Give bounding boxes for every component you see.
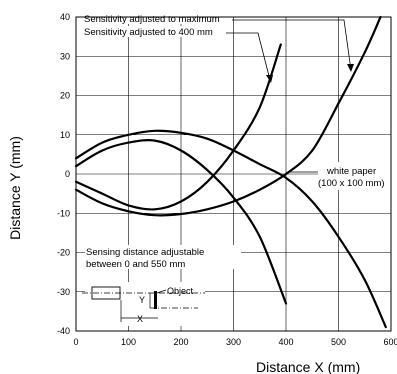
label-sensitivity-400: Sensitivity adjusted to 400 mm	[84, 27, 213, 38]
x-tick-label-0: 0	[73, 337, 78, 347]
x-tick-label-4: 400	[278, 337, 293, 347]
label-400-bg	[83, 26, 223, 37]
label-max-bg	[83, 13, 230, 24]
x-tick-label-2: 200	[173, 337, 188, 347]
y-tick-label-8: -40	[57, 326, 70, 336]
object-leader	[156, 289, 167, 294]
white-paper-bg	[318, 162, 396, 190]
curves	[74, 15, 387, 329]
x-tick-label-3: 300	[226, 337, 241, 347]
y-tick-label-3: 10	[60, 130, 70, 140]
x-tick-label-5: 500	[331, 337, 346, 347]
y-axis-title: Distance Y (mm)	[7, 136, 23, 240]
white-paper-label: white paper	[326, 166, 376, 177]
y-tick-label-4: 0	[65, 169, 70, 179]
y-tick-label-0: 40	[60, 12, 70, 22]
x-tick-label-1: 100	[121, 337, 136, 347]
series-1-lower-curve	[74, 15, 382, 217]
y-tick-label-2: 20	[60, 91, 70, 101]
object-label: Object	[167, 286, 194, 296]
y-tick-label-7: -30	[57, 287, 70, 297]
series-0-upper-curve	[74, 139, 288, 305]
y-tick-label-5: -10	[57, 208, 70, 218]
white-paper-size: (100 x 100 mm)	[318, 178, 385, 189]
series-1-upper-curve	[74, 129, 387, 329]
series-0-lower-curve	[74, 43, 282, 211]
sensing-distance-line2: between 0 and 550 mm	[86, 259, 185, 270]
x-tick-label-6: 600	[383, 337, 397, 347]
x-axis-title: Distance X (mm)	[256, 359, 360, 374]
arrowhead-max	[347, 64, 354, 72]
arrowhead-400	[266, 75, 273, 83]
sensing-distance-line1: Sensing distance adjustable	[86, 247, 204, 258]
label-sensitivity-maximum: Sensitivity adjusted to maximum	[84, 14, 220, 25]
leader-400	[226, 32, 271, 81]
object-plate	[154, 291, 157, 309]
plot-frame	[75, 16, 392, 332]
leader-max	[232, 19, 352, 71]
sensing-bg	[85, 245, 241, 269]
y-tick-label-1: 30	[60, 51, 70, 61]
x-marker-label: X	[137, 314, 143, 324]
object-diagram: Object Y X	[82, 282, 205, 326]
y-tick-label-6: -20	[57, 248, 70, 258]
y-marker-label: Y	[139, 295, 145, 305]
